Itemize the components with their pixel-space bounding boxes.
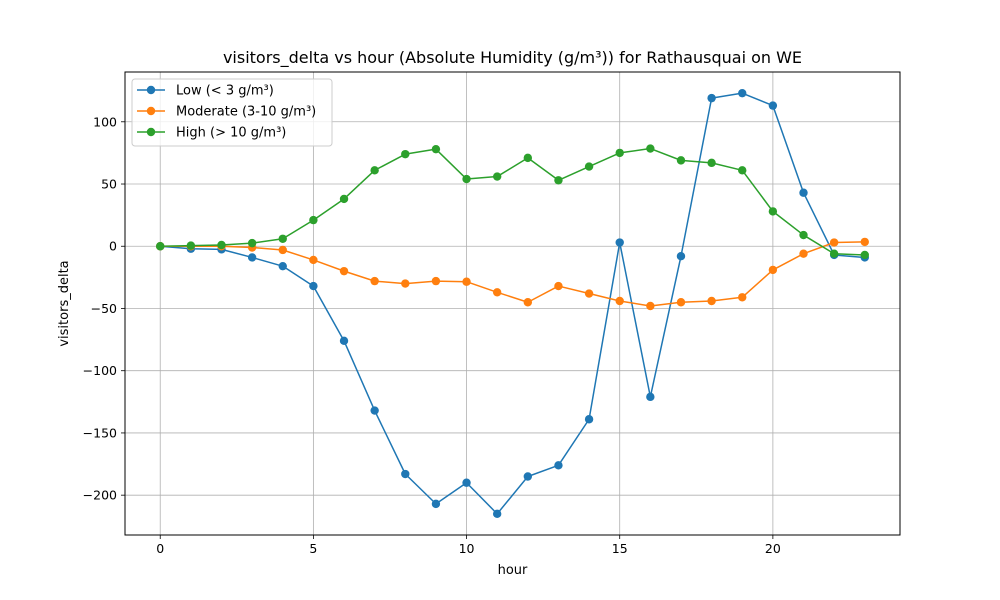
data-point bbox=[646, 301, 655, 311]
data-point bbox=[584, 289, 594, 298]
data-point bbox=[401, 149, 410, 159]
data-point bbox=[554, 461, 563, 470]
data-point bbox=[370, 166, 379, 175]
series-2 bbox=[156, 144, 869, 260]
data-point bbox=[829, 238, 839, 247]
data-point bbox=[186, 241, 196, 250]
data-point bbox=[584, 415, 594, 424]
x-axis-label: hour bbox=[498, 563, 528, 578]
data-point bbox=[247, 238, 257, 248]
data-point bbox=[646, 392, 655, 402]
data-point bbox=[799, 230, 808, 240]
plot-frame bbox=[124, 71, 901, 536]
data-point bbox=[554, 281, 563, 291]
data-point bbox=[309, 281, 318, 291]
data-point bbox=[370, 406, 379, 415]
data-point bbox=[278, 261, 287, 271]
data-point bbox=[615, 238, 624, 247]
data-point bbox=[707, 158, 716, 168]
data-point bbox=[738, 166, 747, 175]
data-point bbox=[554, 176, 563, 185]
chart-title: visitors_delta vs hour (Absolute Humidit… bbox=[223, 48, 802, 68]
data-point bbox=[156, 242, 165, 251]
data-point bbox=[401, 469, 410, 479]
y-axis-label: visitors_delta bbox=[57, 260, 72, 346]
data-point bbox=[523, 298, 533, 307]
grid bbox=[125, 72, 900, 535]
data-point bbox=[646, 144, 655, 153]
legend: Low (< 3 g/m³) Moderate (3-10 g/m³) High (… bbox=[131, 78, 333, 147]
data-point bbox=[462, 277, 471, 286]
series-line bbox=[160, 241, 865, 307]
data-point bbox=[768, 207, 778, 216]
data-point bbox=[339, 266, 349, 276]
data-point bbox=[768, 101, 778, 110]
data-point bbox=[492, 509, 502, 519]
data-point bbox=[339, 336, 349, 346]
data-point bbox=[462, 478, 471, 487]
data-point bbox=[615, 148, 624, 158]
axis-ticks: 0 5 10 15 20 −200 −150 −100 −50 0 50 100 bbox=[83, 114, 781, 556]
legend-frame bbox=[131, 78, 333, 147]
data-point bbox=[339, 194, 349, 204]
y-tick-label: 100 bbox=[93, 114, 117, 129]
legend-swatch-marker bbox=[146, 127, 156, 137]
data-point bbox=[523, 472, 533, 481]
data-point bbox=[799, 249, 808, 258]
data-point bbox=[615, 296, 624, 306]
data-point bbox=[462, 174, 471, 184]
data-point bbox=[401, 279, 410, 288]
data-point bbox=[829, 249, 839, 258]
legend-label: Low (< 3 g/m³) bbox=[176, 84, 274, 99]
legend-label: High (> 10 g/m³) bbox=[176, 126, 286, 141]
y-tick-label: −200 bbox=[83, 488, 117, 503]
data-point bbox=[860, 250, 869, 260]
y-tick-label: 50 bbox=[101, 177, 117, 192]
legend-label: Moderate (3-10 g/m³) bbox=[176, 105, 316, 120]
data-point bbox=[523, 153, 533, 163]
data-point bbox=[738, 88, 747, 98]
data-point bbox=[247, 253, 257, 262]
series-0 bbox=[156, 88, 869, 519]
data-point bbox=[431, 499, 441, 509]
data-point bbox=[799, 188, 808, 197]
data-point bbox=[768, 265, 778, 275]
data-point bbox=[492, 288, 502, 297]
series-layer bbox=[156, 88, 869, 519]
data-point bbox=[309, 255, 318, 265]
data-point bbox=[738, 293, 747, 302]
y-tick-label: −50 bbox=[91, 301, 117, 316]
series-line bbox=[160, 147, 865, 256]
y-tick-label: −150 bbox=[83, 425, 117, 440]
x-tick-label: 10 bbox=[459, 541, 475, 556]
data-point bbox=[492, 172, 502, 181]
data-point bbox=[676, 156, 686, 165]
data-point bbox=[278, 245, 287, 255]
data-point bbox=[676, 298, 686, 307]
data-point bbox=[584, 162, 594, 171]
y-tick-label: −100 bbox=[83, 363, 117, 378]
data-point bbox=[676, 252, 686, 261]
data-point bbox=[370, 276, 379, 286]
data-point bbox=[707, 93, 716, 103]
y-tick-label: 0 bbox=[109, 239, 117, 254]
data-point bbox=[217, 240, 226, 250]
x-tick-label: 20 bbox=[765, 541, 781, 556]
data-point bbox=[278, 234, 287, 243]
x-tick-label: 5 bbox=[309, 541, 317, 556]
data-point bbox=[860, 237, 869, 247]
x-tick-label: 15 bbox=[612, 541, 628, 556]
data-point bbox=[431, 276, 441, 286]
data-point bbox=[309, 215, 318, 225]
data-point bbox=[431, 144, 441, 154]
legend-swatch-marker bbox=[146, 85, 156, 95]
series-line bbox=[160, 92, 865, 515]
data-point bbox=[707, 296, 716, 306]
x-tick-label: 0 bbox=[156, 541, 164, 556]
legend-swatch-marker bbox=[146, 106, 156, 116]
